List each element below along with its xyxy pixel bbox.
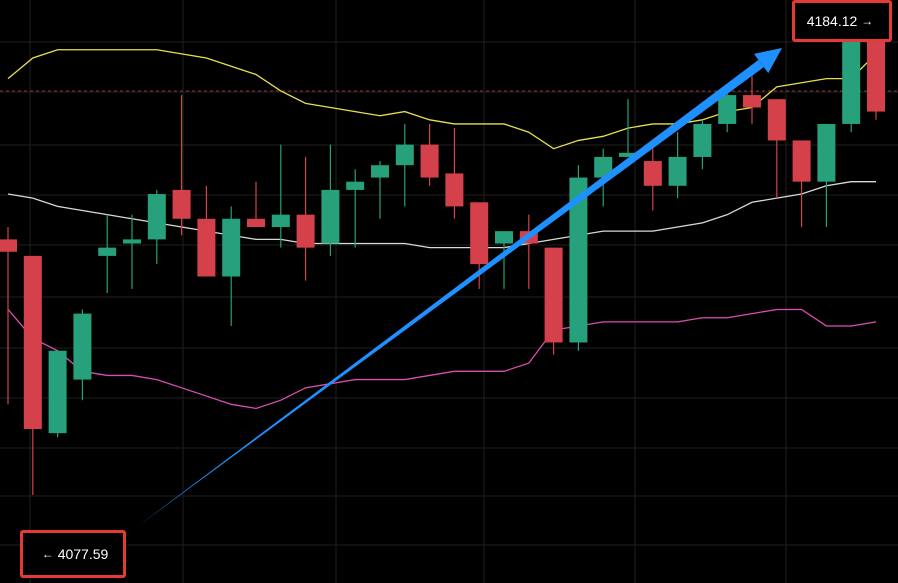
bollinger-lower-line [7,308,877,410]
candle-body-0 [0,239,17,252]
candle-body-3 [73,313,92,380]
candle-body-1 [23,255,42,430]
candle-body-25 [619,152,637,157]
candle-body-16 [395,144,414,166]
candle-body-4 [98,247,117,256]
candle-body-11 [271,214,290,228]
high-price-value: 4184.12 [806,13,858,29]
left-arrow-icon: ← [41,547,54,561]
candle-body-6 [147,194,166,240]
candle-body-7 [172,189,191,219]
candle-body-34 [842,41,861,124]
candle-body-23 [569,177,588,343]
candle-body-26 [643,161,662,186]
candle-body-14 [346,181,365,190]
candle-body-8 [197,218,216,277]
bollinger-middle-line [7,181,876,249]
trend-arrow-head-icon [753,48,782,74]
candle-body-15 [371,165,389,178]
candle-body-29 [718,95,737,124]
candle-body-17 [420,144,439,178]
right-arrow-icon: → [861,14,874,28]
candle-body-18 [445,173,464,207]
candle-body-22 [544,247,563,343]
candle-body-24 [594,156,613,178]
candle-body-28 [693,123,712,157]
candle-body-32 [792,140,811,182]
trend-arrow-shaft [138,59,764,527]
low-price-value: 4077.59 [57,546,109,562]
candle-body-5 [123,239,141,244]
candle-body-27 [668,156,687,186]
candle-body-35 [867,41,885,112]
candle-body-13 [321,189,340,244]
low-price-label: ← 4077.59 [20,530,126,578]
candle-body-9 [222,218,241,277]
candle-body-33 [817,123,836,182]
candle-body-12 [296,214,315,248]
candle-body-30 [743,95,761,108]
candle-body-19 [470,202,489,265]
candle-body-2 [48,350,67,434]
candle-body-20 [495,231,513,244]
high-price-label: 4184.12 → [792,0,892,42]
candle-body-31 [767,99,786,141]
candle-body-10 [247,218,265,228]
